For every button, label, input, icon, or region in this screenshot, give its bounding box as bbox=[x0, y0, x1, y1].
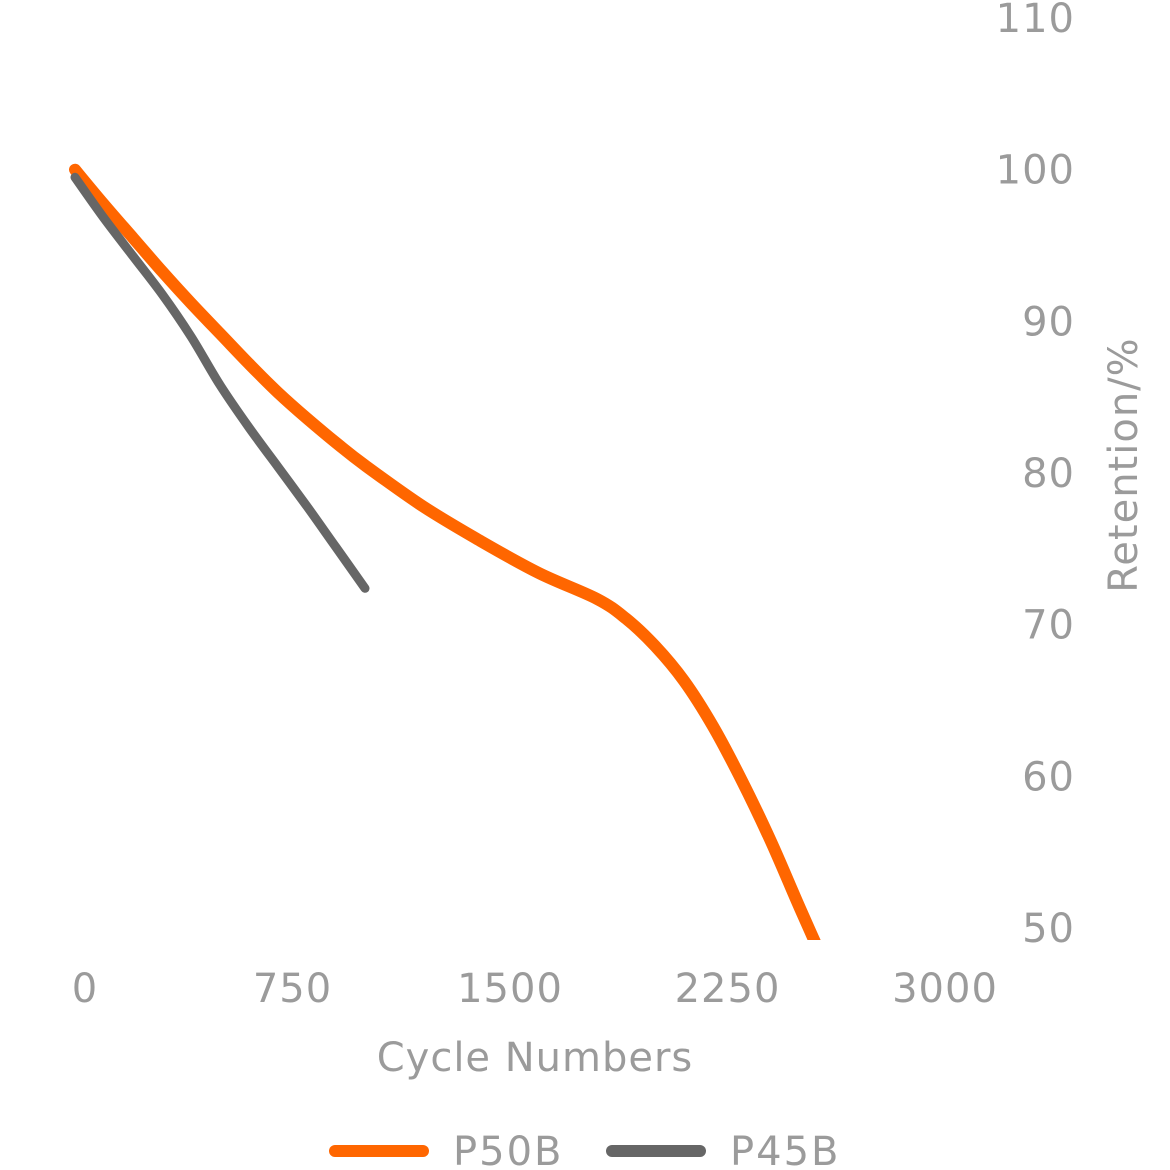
legend: P50B P45B bbox=[329, 1129, 840, 1170]
y-tick-label: 50 bbox=[1022, 906, 1075, 952]
y-tick-label: 80 bbox=[1022, 451, 1075, 497]
series-line-p50b bbox=[69, 163, 821, 940]
x-tick-label: 0 bbox=[72, 966, 98, 1012]
y-tick-label: 100 bbox=[996, 148, 1075, 194]
x-tick-label: 3000 bbox=[892, 966, 998, 1012]
series-line-p45b bbox=[70, 172, 370, 593]
y-tick-label: 90 bbox=[1022, 299, 1075, 345]
x-tick-label: 750 bbox=[253, 966, 332, 1012]
x-tick-label: 1500 bbox=[457, 966, 563, 1012]
legend-label-p45b: P45B bbox=[730, 1129, 840, 1170]
y-tick-label: 60 bbox=[1022, 754, 1075, 800]
series-layer bbox=[69, 163, 821, 940]
y-tick-label: 70 bbox=[1022, 603, 1075, 649]
legend-label-p50b: P50B bbox=[453, 1129, 563, 1170]
y-axis-title: Retention/% bbox=[1101, 337, 1147, 592]
y-axis-tick-labels: 50 60 70 80 90 100 110 bbox=[996, 0, 1075, 952]
x-tick-label: 2250 bbox=[675, 966, 781, 1012]
x-axis-title: Cycle Numbers bbox=[377, 1035, 694, 1081]
y-tick-label: 110 bbox=[996, 0, 1075, 42]
x-axis-tick-labels: 0 750 1500 2250 3000 bbox=[72, 966, 998, 1012]
